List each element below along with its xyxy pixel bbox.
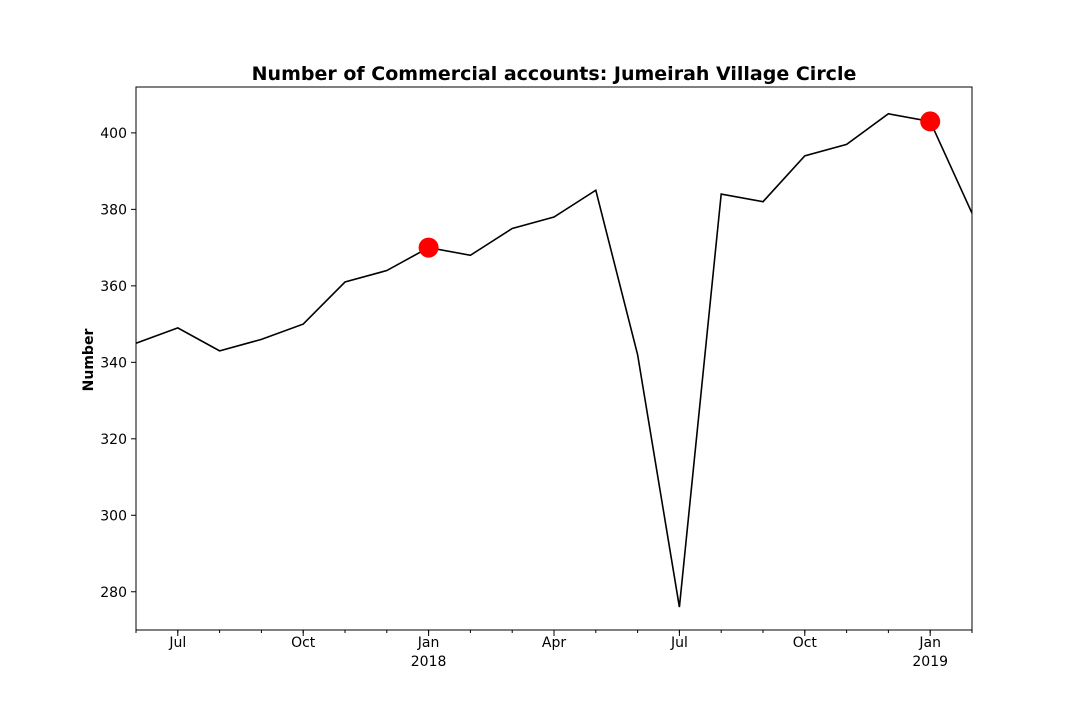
highlight-marker-1	[920, 111, 941, 132]
y-tick-label-320: 320	[100, 432, 127, 448]
y-tick-label-340: 340	[100, 355, 127, 371]
x-tick-label-1: Oct	[291, 635, 316, 651]
y-tick-label-400: 400	[100, 126, 127, 142]
x-tick-label-4: Jul	[670, 635, 688, 651]
y-tick-label-300: 300	[100, 508, 127, 524]
x-tick-label-6: Jan	[918, 635, 941, 651]
x-tick-label-0: Jul	[168, 635, 186, 651]
x-tick-label-3: Apr	[542, 635, 566, 651]
highlight-marker-0	[418, 237, 439, 258]
y-tick-label-280: 280	[100, 585, 127, 601]
y-tick-label-380: 380	[100, 202, 127, 218]
plot-area: 280 300 320 340 360 380 400 Jul Oct Jan 2018 Apr Jul…	[100, 86, 973, 670]
x-tick-label-5: Oct	[793, 635, 818, 651]
y-axis-label: Number	[81, 329, 97, 392]
x-tick-sublabel-2: 2018	[411, 654, 447, 670]
x-tick-label-2: Jan	[417, 635, 440, 651]
y-tick-label-360: 360	[100, 279, 127, 295]
plot-frame	[135, 86, 973, 631]
chart-title: Number of Commercial accounts: Jumeirah …	[252, 63, 857, 85]
series-line-0	[136, 112, 972, 608]
x-tick-sublabel-6: 2019	[912, 654, 948, 670]
